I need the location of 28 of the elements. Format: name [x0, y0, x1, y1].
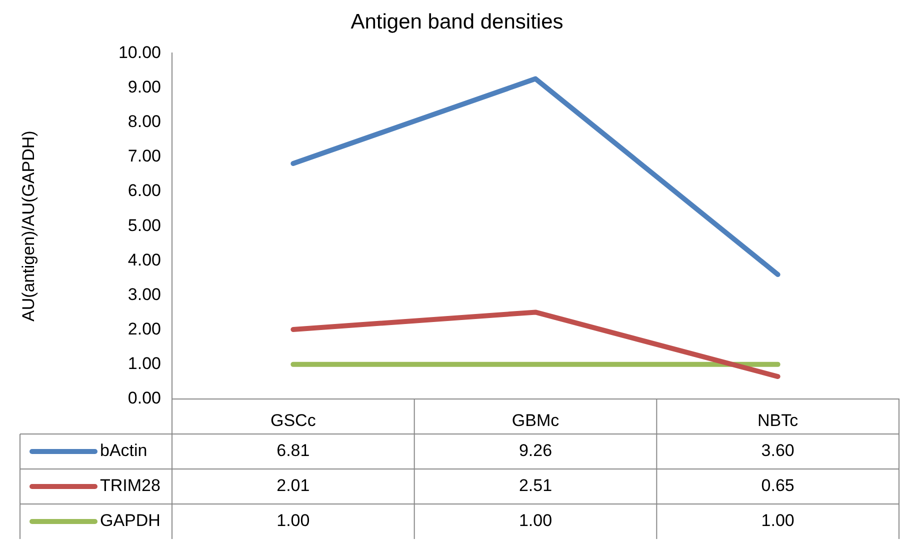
data-label: 1.00: [761, 511, 794, 530]
data-label: 3.60: [761, 441, 794, 460]
x-tick-label: GBMc: [512, 410, 560, 430]
data-label: 2.01: [276, 476, 310, 496]
y-tick-label: 8.00: [128, 112, 161, 132]
data-label: 1.00: [518, 511, 552, 530]
y-tick-label: 4.00: [128, 250, 161, 270]
y-tick-label: 10.00: [118, 42, 161, 62]
legend-label: bActin: [100, 441, 148, 460]
chart-title: Antigen band densities: [350, 10, 564, 34]
x-tick-label: NBTc: [758, 410, 799, 430]
y-tick-label: 6.00: [128, 181, 161, 200]
data-label: 9.26: [518, 441, 552, 460]
legend-label: GAPDH: [100, 511, 160, 530]
y-axis-title: AU(antigen)/AU(GAPDH): [18, 130, 38, 322]
x-tick-label: GSCc: [270, 410, 316, 430]
data-label: 1.00: [276, 511, 310, 530]
y-tick-label: 9.00: [128, 77, 161, 96]
y-tick-label: 7.00: [128, 146, 161, 166]
y-tick-label: 1.00: [128, 354, 161, 374]
data-label: 2.51: [518, 476, 552, 496]
y-tick-label: 2.00: [128, 320, 161, 339]
y-tick-label: 5.00: [128, 216, 161, 235]
data-label: 0.65: [761, 476, 794, 496]
data-label: 6.81: [276, 441, 310, 460]
y-tick-label: 0.00: [128, 388, 161, 408]
y-tick-label: 3.00: [128, 284, 161, 304]
legend-label: TRIM28: [100, 476, 160, 496]
